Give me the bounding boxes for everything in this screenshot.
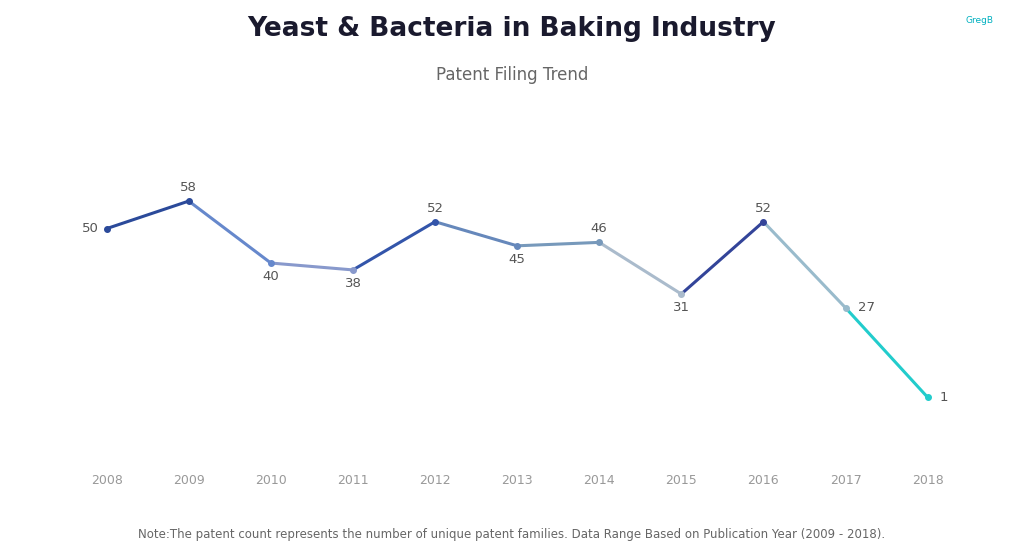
Text: 27: 27 <box>858 301 874 314</box>
Text: Yeast & Bacteria in Baking Industry: Yeast & Bacteria in Baking Industry <box>248 16 776 43</box>
Text: 45: 45 <box>509 253 525 266</box>
Text: 31: 31 <box>673 301 690 314</box>
Text: Patent Filing Trend: Patent Filing Trend <box>436 66 588 84</box>
Text: 52: 52 <box>755 202 772 215</box>
Text: GregB: GregB <box>966 16 993 25</box>
Text: 38: 38 <box>344 277 361 290</box>
Text: 52: 52 <box>427 202 443 215</box>
Text: 58: 58 <box>180 181 198 194</box>
Text: 46: 46 <box>591 222 607 235</box>
Text: Note:The patent count represents the number of unique patent families. Data Rang: Note:The patent count represents the num… <box>138 527 886 541</box>
Text: 50: 50 <box>82 222 98 235</box>
Text: 1: 1 <box>940 391 948 404</box>
Text: 40: 40 <box>262 270 280 283</box>
